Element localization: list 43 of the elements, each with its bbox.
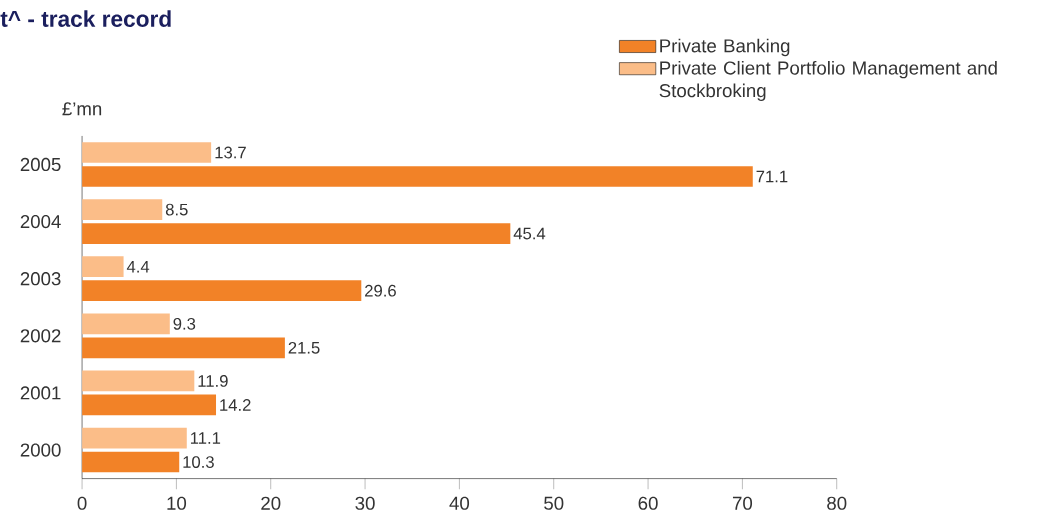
data-label: 10.3 [183, 456, 214, 468]
bar [82, 256, 124, 278]
x-tick-label: 50 [544, 496, 564, 510]
bar [82, 394, 217, 416]
data-label: 45.4 [513, 227, 546, 240]
x-tick-label: 10 [167, 496, 187, 510]
bar [82, 427, 187, 449]
x-tick-label: 20 [261, 496, 281, 510]
y-tick-label: 2005 [20, 157, 61, 172]
bar [82, 142, 212, 163]
data-label: 29.6 [365, 284, 396, 297]
legend-label: Private Banking [660, 38, 790, 57]
data-label: 11.9 [198, 375, 228, 387]
bar [82, 370, 195, 392]
chart-title: t^ - track record [0, 10, 171, 27]
x-tick-label: 70 [732, 496, 753, 510]
y-tick-label: 2004 [20, 214, 61, 229]
x-tick-label: 60 [638, 496, 658, 510]
bar [82, 223, 511, 244]
data-label: 9.3 [173, 317, 196, 330]
bar [82, 280, 362, 302]
data-label: 8.5 [165, 203, 188, 216]
x-tick-label: 40 [449, 496, 470, 510]
data-label: 21.5 [288, 341, 320, 354]
bar [82, 451, 180, 473]
data-label: 11.1 [190, 432, 221, 444]
data-label: 71.1 [756, 170, 788, 183]
x-tick-label: 80 [827, 496, 847, 510]
bar [82, 166, 753, 187]
data-label: 14.2 [220, 399, 251, 411]
data-label: 13.7 [215, 146, 246, 159]
y-tick-label: 2000 [20, 443, 61, 457]
bar [82, 199, 163, 220]
legend-label: Private Client Portfolio Management and Stockbroking [659, 60, 997, 101]
y-axis-title: £’mn [62, 102, 102, 116]
bar [82, 337, 285, 359]
x-tick-label: 30 [355, 496, 375, 510]
y-tick-label: 2003 [20, 272, 61, 286]
y-tick-label: 2002 [20, 329, 61, 343]
x-tick-label: 0 [77, 496, 87, 510]
data-label: 4.4 [126, 260, 150, 273]
y-tick-label: 2001 [20, 386, 61, 400]
bar [82, 313, 170, 335]
